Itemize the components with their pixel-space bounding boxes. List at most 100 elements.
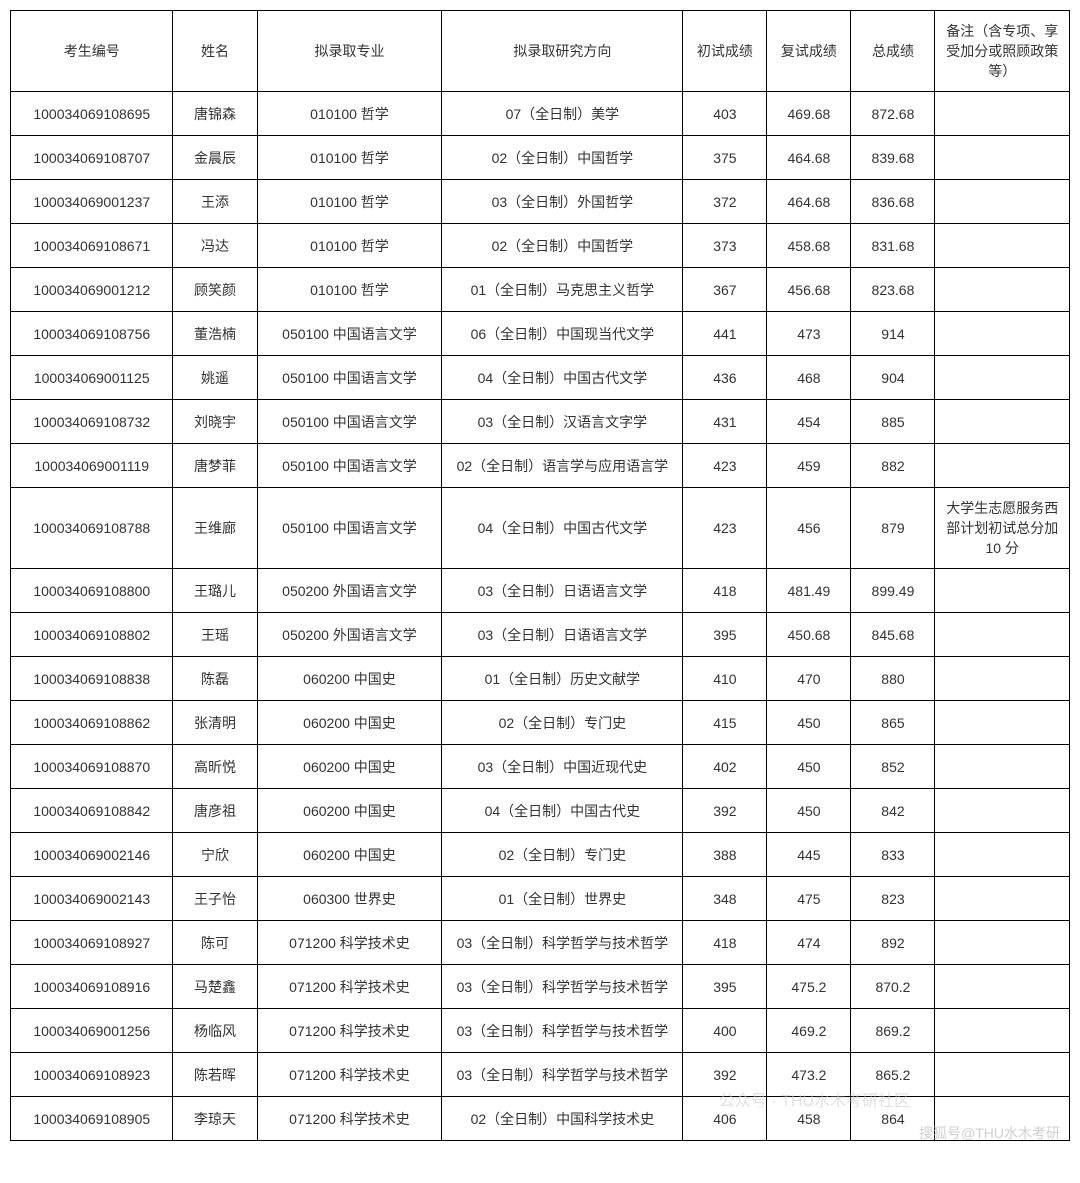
- cell-name: 王璐儿: [173, 569, 257, 613]
- cell-major: 050200 外国语言文学: [257, 613, 442, 657]
- cell-id: 100034069108707: [11, 136, 173, 180]
- cell-s3: 879: [851, 488, 935, 569]
- cell-s2: 458.68: [767, 224, 851, 268]
- cell-name: 姚遥: [173, 356, 257, 400]
- cell-name: 唐锦森: [173, 92, 257, 136]
- cell-name: 宁欣: [173, 833, 257, 877]
- cell-s1: 392: [683, 1053, 767, 1097]
- table-row: 100034069108732刘晓宇050100 中国语言文学03（全日制）汉语…: [11, 400, 1070, 444]
- cell-dir: 03（全日制）科学哲学与技术哲学: [442, 921, 683, 965]
- cell-s3: 872.68: [851, 92, 935, 136]
- cell-dir: 03（全日制）日语语言文学: [442, 569, 683, 613]
- cell-s2: 464.68: [767, 180, 851, 224]
- cell-s1: 367: [683, 268, 767, 312]
- cell-note: [935, 965, 1070, 1009]
- cell-name: 王维廊: [173, 488, 257, 569]
- cell-s3: 852: [851, 745, 935, 789]
- cell-s3: 833: [851, 833, 935, 877]
- cell-dir: 03（全日制）科学哲学与技术哲学: [442, 1053, 683, 1097]
- cell-name: 唐梦菲: [173, 444, 257, 488]
- cell-major: 071200 科学技术史: [257, 921, 442, 965]
- cell-s1: 395: [683, 613, 767, 657]
- cell-id: 100034069108862: [11, 701, 173, 745]
- cell-s1: 431: [683, 400, 767, 444]
- cell-name: 陈可: [173, 921, 257, 965]
- cell-note: [935, 789, 1070, 833]
- table-row: 100034069108927陈可071200 科学技术史03（全日制）科学哲学…: [11, 921, 1070, 965]
- cell-s2: 450: [767, 745, 851, 789]
- cell-note: [935, 833, 1070, 877]
- cell-dir: 03（全日制）科学哲学与技术哲学: [442, 965, 683, 1009]
- cell-dir: 06（全日制）中国现当代文学: [442, 312, 683, 356]
- cell-s2: 459: [767, 444, 851, 488]
- cell-s2: 450.68: [767, 613, 851, 657]
- table-row: 100034069108695唐锦森010100 哲学07（全日制）美学4034…: [11, 92, 1070, 136]
- cell-s2: 470: [767, 657, 851, 701]
- cell-id: 100034069001256: [11, 1009, 173, 1053]
- cell-s2: 450: [767, 789, 851, 833]
- cell-s2: 469.68: [767, 92, 851, 136]
- table-row: 100034069001125姚遥050100 中国语言文学04（全日制）中国古…: [11, 356, 1070, 400]
- col-header-s2: 复试成绩: [767, 11, 851, 92]
- table-row: 100034069002143王子怡060300 世界史01（全日制）世界史34…: [11, 877, 1070, 921]
- cell-note: [935, 1053, 1070, 1097]
- cell-id: 100034069108800: [11, 569, 173, 613]
- cell-s3: 882: [851, 444, 935, 488]
- cell-note: [935, 613, 1070, 657]
- cell-s1: 415: [683, 701, 767, 745]
- col-header-s1: 初试成绩: [683, 11, 767, 92]
- cell-s2: 445: [767, 833, 851, 877]
- table-row: 100034069001237王添010100 哲学03（全日制）外国哲学372…: [11, 180, 1070, 224]
- cell-note: [935, 400, 1070, 444]
- table-row: 100034069108842唐彦祖060200 中国史04（全日制）中国古代史…: [11, 789, 1070, 833]
- cell-note: [935, 1097, 1070, 1141]
- cell-note: [935, 657, 1070, 701]
- table-row: 100034069108800王璐儿050200 外国语言文学03（全日制）日语…: [11, 569, 1070, 613]
- cell-s2: 473: [767, 312, 851, 356]
- cell-major: 071200 科学技术史: [257, 1097, 442, 1141]
- cell-name: 李琼天: [173, 1097, 257, 1141]
- cell-id: 100034069108842: [11, 789, 173, 833]
- cell-major: 050100 中国语言文学: [257, 356, 442, 400]
- cell-s1: 406: [683, 1097, 767, 1141]
- cell-id: 100034069108923: [11, 1053, 173, 1097]
- cell-major: 060200 中国史: [257, 701, 442, 745]
- cell-note: [935, 356, 1070, 400]
- cell-note: [935, 701, 1070, 745]
- table-row: 100034069108788王维廊050100 中国语言文学04（全日制）中国…: [11, 488, 1070, 569]
- cell-s2: 475: [767, 877, 851, 921]
- cell-s3: 865.2: [851, 1053, 935, 1097]
- cell-major: 050100 中国语言文学: [257, 444, 442, 488]
- table-row: 100034069108838陈磊060200 中国史01（全日制）历史文献学4…: [11, 657, 1070, 701]
- cell-major: 010100 哲学: [257, 268, 442, 312]
- cell-s2: 450: [767, 701, 851, 745]
- cell-note: [935, 1009, 1070, 1053]
- cell-major: 010100 哲学: [257, 92, 442, 136]
- cell-s3: 831.68: [851, 224, 935, 268]
- cell-note: [935, 180, 1070, 224]
- table-row: 100034069108707金晨辰010100 哲学02（全日制）中国哲学37…: [11, 136, 1070, 180]
- cell-major: 060200 中国史: [257, 657, 442, 701]
- cell-major: 050100 中国语言文学: [257, 400, 442, 444]
- cell-id: 100034069108788: [11, 488, 173, 569]
- cell-note: 大学生志愿服务西部计划初试总分加 10 分: [935, 488, 1070, 569]
- cell-id: 100034069108671: [11, 224, 173, 268]
- cell-id: 100034069001125: [11, 356, 173, 400]
- cell-s3: 845.68: [851, 613, 935, 657]
- cell-s3: 842: [851, 789, 935, 833]
- cell-dir: 01（全日制）世界史: [442, 877, 683, 921]
- table-row: 100034069001256杨临风071200 科学技术史03（全日制）科学哲…: [11, 1009, 1070, 1053]
- cell-name: 陈若晖: [173, 1053, 257, 1097]
- table-row: 100034069108756董浩楠050100 中国语言文学06（全日制）中国…: [11, 312, 1070, 356]
- cell-name: 王子怡: [173, 877, 257, 921]
- cell-name: 刘晓宇: [173, 400, 257, 444]
- cell-s1: 418: [683, 921, 767, 965]
- table-header-row: 考生编号姓名拟录取专业拟录取研究方向初试成绩复试成绩总成绩备注（含专项、享受加分…: [11, 11, 1070, 92]
- cell-s2: 469.2: [767, 1009, 851, 1053]
- table-row: 100034069108671冯达010100 哲学02（全日制）中国哲学373…: [11, 224, 1070, 268]
- cell-major: 060200 中国史: [257, 745, 442, 789]
- cell-s3: 839.68: [851, 136, 935, 180]
- cell-dir: 02（全日制）中国哲学: [442, 224, 683, 268]
- cell-dir: 07（全日制）美学: [442, 92, 683, 136]
- cell-note: [935, 224, 1070, 268]
